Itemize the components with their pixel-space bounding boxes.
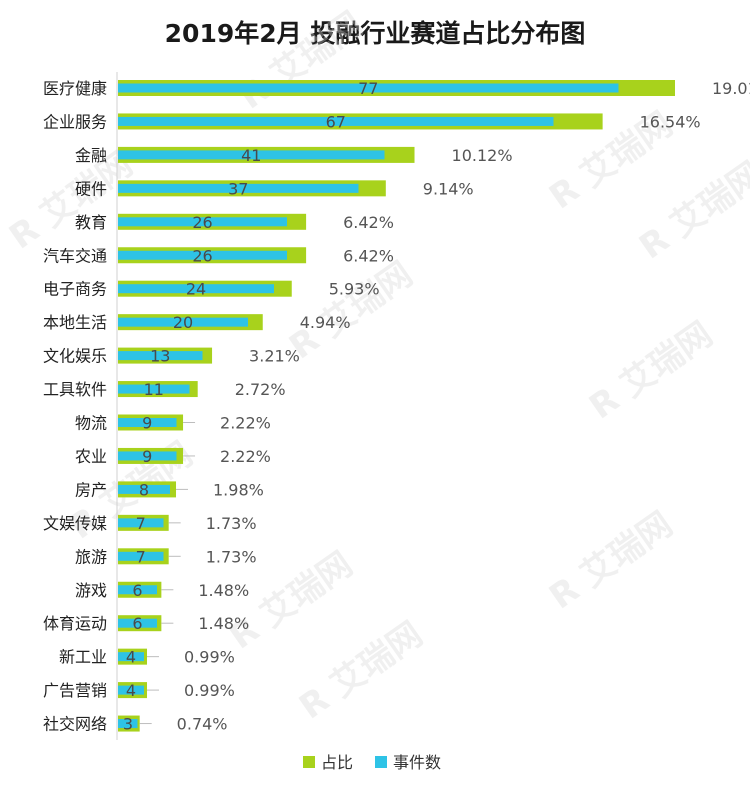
legend-swatch-share: [303, 756, 315, 768]
count-bar: [118, 116, 554, 126]
category-label: 旅游: [75, 547, 107, 566]
share-label: 1.98%: [213, 480, 264, 499]
bars-layer: [118, 80, 675, 732]
count-label: 20: [173, 313, 193, 332]
count-label: 7: [136, 514, 146, 533]
share-label: 10.12%: [452, 146, 513, 165]
count-bar: [118, 518, 164, 528]
count-label: 4: [126, 681, 136, 700]
category-label: 房产: [75, 480, 107, 499]
category-label: 金融: [75, 146, 107, 165]
category-label: 医疗健康: [43, 79, 107, 98]
count-bar: [118, 217, 287, 227]
count-label: 37: [228, 179, 248, 198]
count-label: 13: [150, 347, 170, 366]
count-bar: [118, 585, 157, 595]
category-label: 体育运动: [43, 614, 107, 633]
count-label: 41: [241, 146, 261, 165]
count-bar: [118, 418, 177, 427]
category-label: 电子商务: [43, 280, 107, 299]
share-label: 3.21%: [249, 347, 300, 366]
count-label: 8: [139, 480, 149, 499]
category-label: 教育: [75, 213, 107, 232]
watermark-text: R 艾瑞网: [632, 154, 750, 267]
count-label: 77: [358, 79, 378, 98]
share-label: 0.99%: [184, 681, 235, 700]
count-bar: [118, 652, 144, 662]
count-label: 7: [136, 547, 146, 566]
legend-label-share: 占比: [321, 753, 353, 772]
category-label: 汽车交通: [43, 246, 107, 265]
count-label: 67: [326, 112, 346, 131]
share-label: 1.48%: [198, 581, 249, 600]
legend: 占比 事件数: [303, 753, 441, 772]
share-label: 1.73%: [206, 514, 257, 533]
category-label: 广告营销: [43, 681, 107, 700]
count-bar: [118, 551, 164, 561]
count-bar: [118, 351, 203, 361]
category-label: 新工业: [59, 648, 107, 667]
count-label: 3: [123, 715, 133, 734]
count-label: 6: [132, 614, 142, 633]
share-label: 9.14%: [423, 179, 474, 198]
watermark-text: R 艾瑞网: [582, 314, 720, 427]
count-bar: [118, 83, 619, 93]
category-label: 本地生活: [43, 313, 107, 332]
count-label: 6: [132, 581, 142, 600]
share-label: 6.42%: [343, 213, 394, 232]
count-bar: [118, 719, 138, 729]
count-bar: [118, 250, 287, 260]
watermark-text: R 艾瑞网: [232, 4, 370, 117]
count-bar: [118, 618, 157, 628]
watermark-text: R 艾瑞网: [282, 254, 420, 367]
count-label: 9: [142, 447, 152, 466]
count-label: 26: [192, 246, 212, 265]
count-label: 4: [126, 648, 136, 667]
count-bar: [118, 451, 177, 461]
share-label: 5.93%: [329, 280, 380, 299]
share-label: 6.42%: [343, 246, 394, 265]
count-label: 24: [186, 280, 206, 299]
share-label: 4.94%: [300, 313, 351, 332]
watermark-text: R 艾瑞网: [542, 504, 680, 617]
count-bar: [118, 317, 248, 327]
count-bar: [118, 484, 170, 494]
count-bar: [118, 183, 359, 193]
category-label: 文娱传媒: [43, 514, 107, 533]
count-label: 26: [192, 213, 212, 232]
legend-label-count: 事件数: [393, 753, 441, 772]
legend-swatch-count: [375, 756, 387, 768]
category-label: 工具软件: [43, 380, 107, 399]
category-label: 物流: [75, 414, 107, 433]
watermark-text: R 艾瑞网: [292, 614, 430, 727]
count-bar: [118, 284, 274, 294]
share-label: 2.22%: [220, 414, 271, 433]
count-label: 11: [144, 380, 164, 399]
share-label: 1.73%: [206, 547, 257, 566]
share-label: 16.54%: [640, 112, 701, 131]
category-label: 社交网络: [43, 715, 107, 734]
share-label: 19.01%: [712, 79, 750, 98]
share-label: 0.74%: [177, 715, 228, 734]
category-label: 游戏: [75, 581, 107, 600]
share-label: 1.48%: [198, 614, 249, 633]
chart-title: 2019年2月 投融行业赛道占比分布图: [164, 19, 586, 48]
category-label: 企业服务: [43, 112, 107, 131]
category-label: 硬件: [75, 179, 107, 198]
share-label: 2.72%: [235, 380, 286, 399]
share-label: 2.22%: [220, 447, 271, 466]
count-bar: [118, 150, 385, 160]
share-label: 0.99%: [184, 648, 235, 667]
category-label: 农业: [75, 447, 107, 466]
count-bar: [118, 685, 144, 695]
labels-layer: 医疗健康7719.01%企业服务6716.54%金融4110.12%硬件379.…: [43, 79, 750, 734]
count-bar: [118, 384, 190, 394]
count-label: 9: [142, 414, 152, 433]
category-label: 文化娱乐: [43, 347, 107, 366]
